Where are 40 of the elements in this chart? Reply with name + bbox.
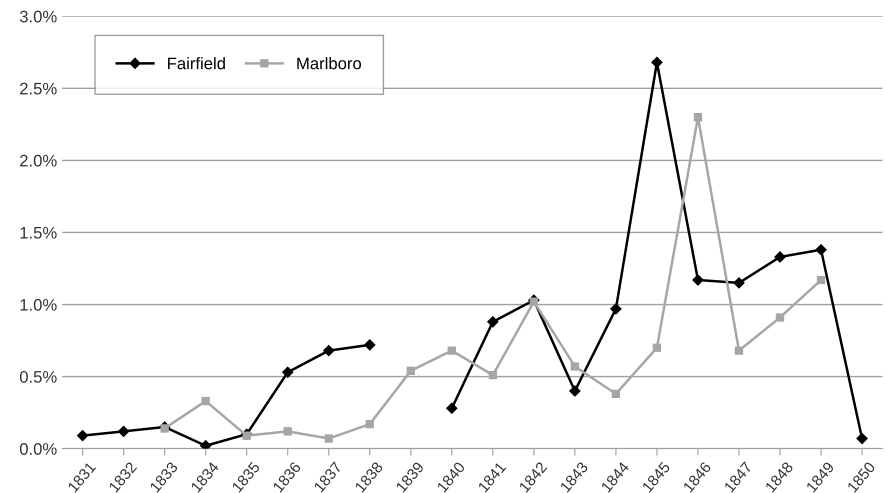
point — [488, 370, 498, 380]
y-tick-label: 2.5% — [20, 82, 57, 95]
point — [160, 424, 169, 433]
y-tick-label: 0.5% — [20, 370, 57, 383]
legend-label: Marlboro — [297, 57, 362, 70]
point — [816, 276, 826, 284]
point — [448, 346, 456, 355]
y-tick-label: 1.5% — [20, 226, 57, 239]
point — [652, 344, 662, 352]
point — [366, 420, 374, 428]
point — [856, 432, 868, 444]
point — [200, 440, 212, 449]
point — [202, 396, 210, 406]
point — [694, 112, 702, 122]
point — [569, 385, 580, 397]
point — [815, 244, 827, 256]
point — [487, 316, 498, 328]
point — [692, 274, 704, 286]
point — [364, 339, 376, 350]
point — [610, 303, 622, 314]
point — [776, 313, 784, 322]
point — [446, 402, 458, 414]
point — [733, 277, 745, 288]
point — [651, 56, 663, 68]
y-tick-label: 1.0% — [20, 298, 57, 311]
point — [282, 366, 294, 378]
point — [570, 362, 580, 371]
legend-label: Fairfield — [168, 57, 225, 70]
point — [76, 430, 88, 442]
y-tick-label: 3.0% — [20, 10, 57, 22]
point — [118, 426, 130, 437]
point — [612, 390, 620, 398]
point — [324, 434, 333, 443]
point — [774, 251, 786, 263]
y-tick-label: 2.0% — [20, 154, 57, 167]
point — [284, 427, 292, 436]
point — [406, 366, 415, 375]
point — [734, 346, 744, 355]
point — [323, 345, 334, 356]
y-tick-label: 0.0% — [20, 443, 57, 455]
